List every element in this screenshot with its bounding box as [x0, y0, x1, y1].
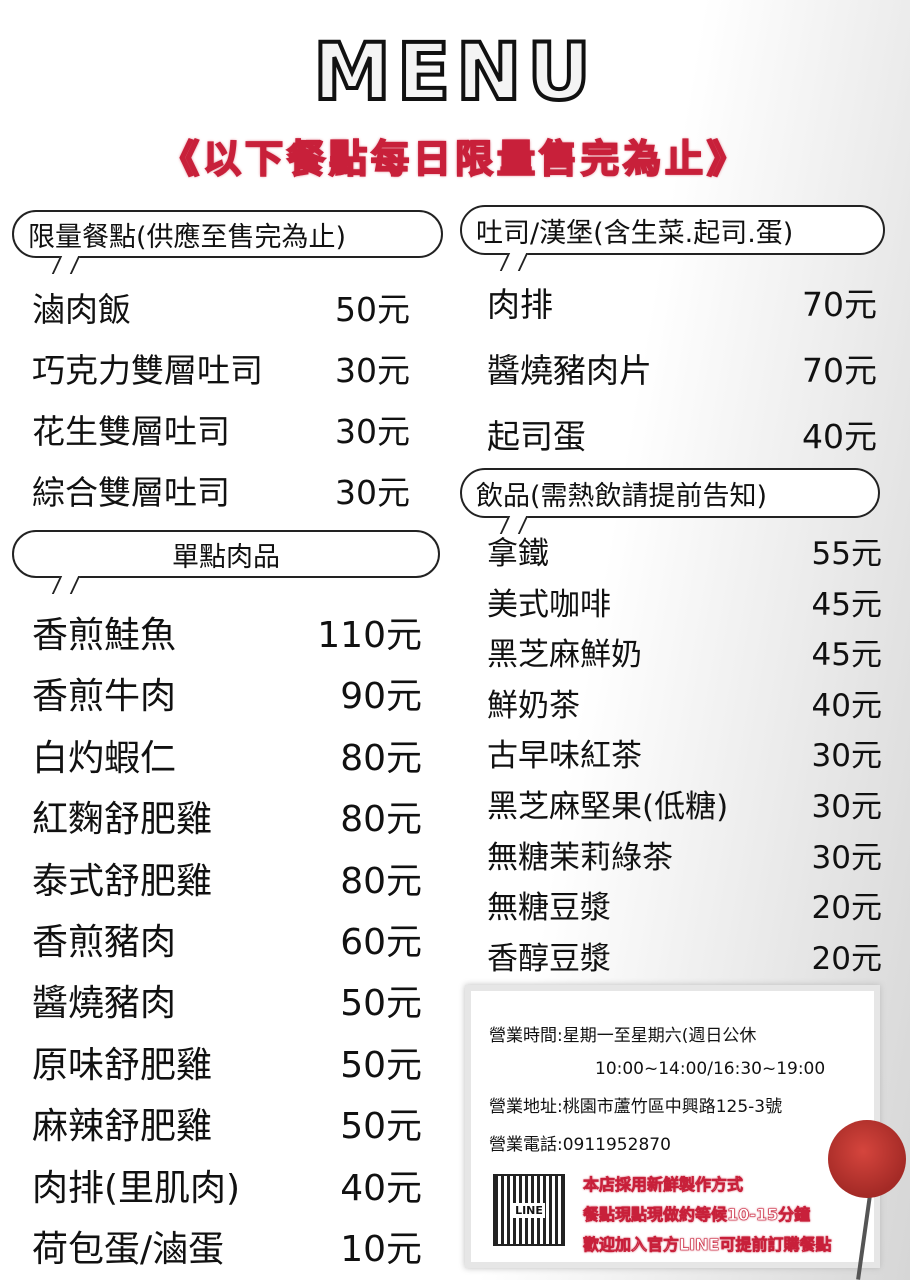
item-name: 肉排 — [487, 285, 553, 324]
menu-item: 醬燒豬肉片 70元 — [487, 344, 877, 392]
item-name: 荷包蛋/滷蛋 — [32, 1229, 225, 1270]
menu-item: 無糖豆漿 20元 — [487, 882, 882, 927]
item-name: 巧克力雙層吐司 — [32, 351, 263, 390]
menu-item: 無糖茉莉綠茶 30元 — [487, 832, 882, 877]
item-price: 50元 — [335, 290, 410, 329]
item-name: 香煎鮭魚 — [32, 615, 177, 656]
menu-item: 香醇豆漿 20元 — [487, 933, 882, 978]
item-name: 滷肉飯 — [32, 290, 131, 329]
item-price: 70元 — [802, 351, 877, 390]
item-name: 香煎牛肉 — [32, 676, 177, 718]
item-name: 黑芝麻鮮奶 — [487, 637, 642, 674]
item-name: 起司蛋 — [487, 417, 586, 456]
item-name: 拿鐵 — [487, 536, 549, 572]
item-name: 綜合雙層吐司 — [32, 473, 230, 512]
item-price: 80元 — [340, 860, 422, 902]
item-name: 原味舒肥雞 — [32, 1044, 213, 1086]
menu-item: 泰式舒肥雞 80元 — [32, 852, 422, 904]
item-name: 無糖茉莉綠茶 — [487, 839, 673, 876]
item-price: 45元 — [811, 637, 882, 674]
item-name: 泰式舒肥雞 — [32, 860, 213, 902]
menu-item: 起司蛋 40元 — [487, 410, 877, 458]
menu-item: 肉排(里肌肉) 40元 — [32, 1159, 422, 1211]
item-price: 20元 — [811, 940, 882, 977]
menu-item: 鮮奶茶 40元 — [487, 680, 882, 725]
item-price: 60元 — [340, 922, 422, 963]
note-3: 歡迎加入官方LINE可提前訂購餐點 — [583, 1235, 832, 1255]
note-1: 本店採用新鮮製作方式 — [583, 1175, 744, 1195]
item-price: 110元 — [317, 615, 422, 656]
item-name: 醬燒豬肉片 — [487, 351, 652, 390]
menu-item: 荷包蛋/滷蛋 10元 — [32, 1220, 422, 1272]
item-name: 鮮奶茶 — [487, 687, 580, 724]
item-name: 黑芝麻堅果(低糖) — [487, 789, 729, 825]
menu-item: 肉排 70元 — [487, 278, 877, 326]
menu-item: 香煎豬肉 60元 — [32, 913, 422, 965]
rose-icon — [828, 1120, 906, 1198]
item-price: 90元 — [340, 676, 422, 718]
menu-item: 黑芝麻堅果(低糖) 30元 — [487, 781, 882, 826]
item-price: 55元 — [811, 536, 882, 572]
item-price: 30元 — [335, 473, 410, 512]
item-price: 80元 — [340, 737, 422, 779]
menu-item: 拿鐵 55元 — [487, 528, 882, 573]
item-price: 50元 — [340, 983, 422, 1025]
menu-item: 白灼蝦仁 80元 — [32, 729, 422, 781]
item-name: 美式咖啡 — [487, 586, 611, 623]
menu-item: 巧克力雙層吐司 30元 — [32, 344, 410, 392]
menu-item: 綜合雙層吐司 30元 — [32, 466, 410, 514]
menu-title: MENU — [311, 26, 597, 120]
item-price: 80元 — [340, 799, 422, 841]
item-name: 紅麴舒肥雞 — [32, 799, 213, 841]
menu-item: 香煎鮭魚 110元 — [32, 606, 422, 658]
item-name: 無糖豆漿 — [487, 890, 611, 927]
qr-label: LINE — [513, 1202, 545, 1218]
section-header-drinks: 飲品(需熱飲請提前告知) — [460, 468, 880, 518]
item-price: 40元 — [802, 417, 877, 456]
menu-item: 黑芝麻鮮奶 45元 — [487, 629, 882, 674]
menu-item: 醬燒豬肉 50元 — [32, 974, 422, 1026]
menu-item: 紅麴舒肥雞 80元 — [32, 790, 422, 842]
business-hours-time: 10:00~14:00/16:30~19:00 — [595, 1059, 826, 1079]
item-price: 30元 — [335, 412, 410, 451]
item-price: 20元 — [811, 890, 882, 927]
menu-item: 滷肉飯 50元 — [32, 283, 410, 331]
item-name: 肉排(里肌肉) — [32, 1167, 241, 1209]
section-header-meat: 單點肉品 — [12, 530, 440, 578]
menu-item: 古早味紅茶 30元 — [487, 730, 882, 775]
menu-item: 麻辣舒肥雞 50元 — [32, 1097, 422, 1149]
line-qr-code[interactable]: LINE — [493, 1174, 565, 1246]
menu-item: 花生雙層吐司 30元 — [32, 405, 410, 453]
menu-item: 美式咖啡 45元 — [487, 579, 882, 624]
item-name: 花生雙層吐司 — [32, 412, 230, 451]
section-header-toast: 吐司/漢堡(含生菜.起司.蛋) — [460, 205, 885, 255]
item-price: 50元 — [340, 1044, 422, 1086]
item-price: 70元 — [802, 285, 877, 324]
business-phone: 營業電話:0911952870 — [489, 1135, 671, 1155]
menu-item: 原味舒肥雞 50元 — [32, 1036, 422, 1088]
item-name: 香醇豆漿 — [487, 940, 611, 977]
store-info-box: 營業時間:星期一至星期六(週日公休 10:00~14:00/16:30~19:0… — [465, 985, 880, 1268]
business-address: 營業地址:桃園市蘆竹區中興路125-3號 — [489, 1097, 783, 1117]
subtitle-text: 《以下餐點每日限量售完為止》 — [160, 136, 749, 182]
section-header-limited: 限量餐點(供應至售完為止) — [12, 210, 443, 258]
note-2: 餐點現點現做約等候10-15分鐘 — [583, 1205, 811, 1225]
menu-subtitle: 《以下餐點每日限量售完為止》 — [0, 128, 910, 183]
item-price: 30元 — [335, 351, 410, 390]
item-price: 40元 — [811, 687, 882, 724]
item-price: 30元 — [811, 839, 882, 876]
item-price: 45元 — [811, 586, 882, 623]
menu-item: 香煎牛肉 90元 — [32, 667, 422, 719]
business-hours: 營業時間:星期一至星期六(週日公休 — [489, 1026, 757, 1046]
item-name: 白灼蝦仁 — [32, 737, 177, 779]
item-name: 醬燒豬肉 — [32, 983, 177, 1025]
item-price: 30元 — [811, 789, 882, 825]
item-name: 古早味紅茶 — [487, 738, 642, 775]
item-price: 40元 — [340, 1167, 422, 1209]
item-name: 麻辣舒肥雞 — [32, 1106, 213, 1148]
item-price: 10元 — [340, 1229, 422, 1270]
item-price: 50元 — [340, 1106, 422, 1148]
item-name: 香煎豬肉 — [32, 922, 177, 963]
item-price: 30元 — [811, 738, 882, 775]
